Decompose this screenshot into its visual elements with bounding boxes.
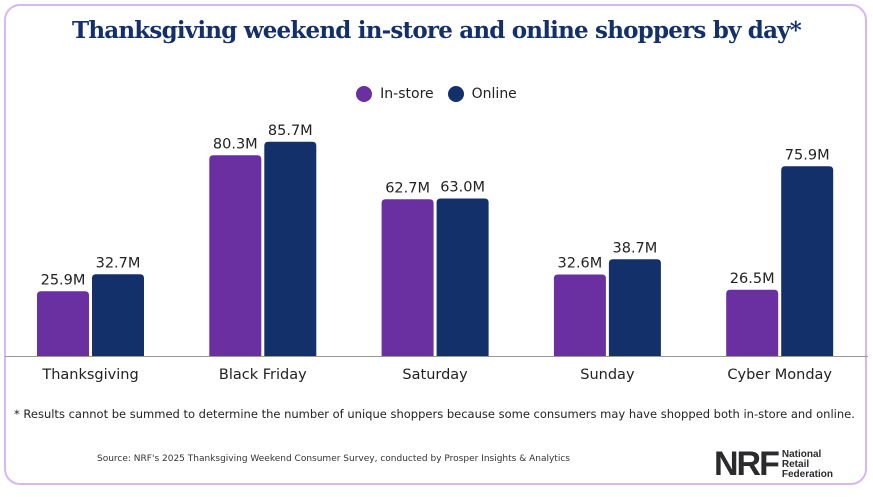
bar-online (608, 259, 661, 356)
x-tick-label: Sunday (580, 367, 635, 383)
data-label: 80.3M (213, 136, 258, 152)
data-label: 25.9M (41, 272, 86, 288)
legend-swatch-in-store (356, 86, 373, 102)
data-label: 63.0M (440, 180, 485, 196)
data-label: 26.5M (730, 271, 775, 287)
data-label: 75.9M (785, 147, 830, 163)
bar-in-store (209, 155, 262, 356)
plot-area: 25.9M 32.7M Thanksgiving 80.3M 85.7M Black Fr… (5, 123, 868, 383)
legend: In-store Online (0, 86, 873, 102)
bar-in-store (37, 291, 89, 356)
x-tick-label: Cyber Monday (727, 367, 832, 383)
legend-online: Online (447, 86, 517, 102)
card-border (4, 4, 867, 485)
legend-in-store: In-store (356, 86, 434, 102)
x-tick-label: Saturday (402, 367, 468, 383)
bar-online (781, 166, 834, 356)
bar-in-store (381, 199, 434, 356)
x-tick-label: Thanksgiving (41, 367, 138, 383)
bar-online (92, 274, 144, 356)
data-label: 62.7M (385, 180, 430, 196)
bar-online (264, 141, 317, 356)
logo-name: National Retail Federation (781, 448, 834, 480)
footnote: * Results cannot be summed to determine … (14, 407, 855, 421)
bar-online (436, 198, 489, 356)
legend-swatch-online (447, 86, 464, 102)
data-label: 85.7M (268, 123, 313, 139)
data-label: 38.7M (613, 240, 658, 256)
legend-label: Online (471, 86, 517, 102)
chart-title: Thanksgiving weekend in-store and online… (72, 17, 802, 44)
source-note: Source: NRF's 2025 Thanksgiving Weekend … (97, 454, 570, 464)
legend-label: In-store (380, 86, 434, 102)
bar-in-store (726, 289, 779, 356)
x-tick-label: Black Friday (219, 367, 307, 383)
data-label: 32.7M (96, 255, 141, 271)
data-label: 32.6M (558, 256, 603, 272)
bar-in-store (553, 274, 606, 356)
logo-mark: NRF (714, 445, 780, 483)
nrf-logo: NRF National Retail Federation (714, 445, 833, 484)
